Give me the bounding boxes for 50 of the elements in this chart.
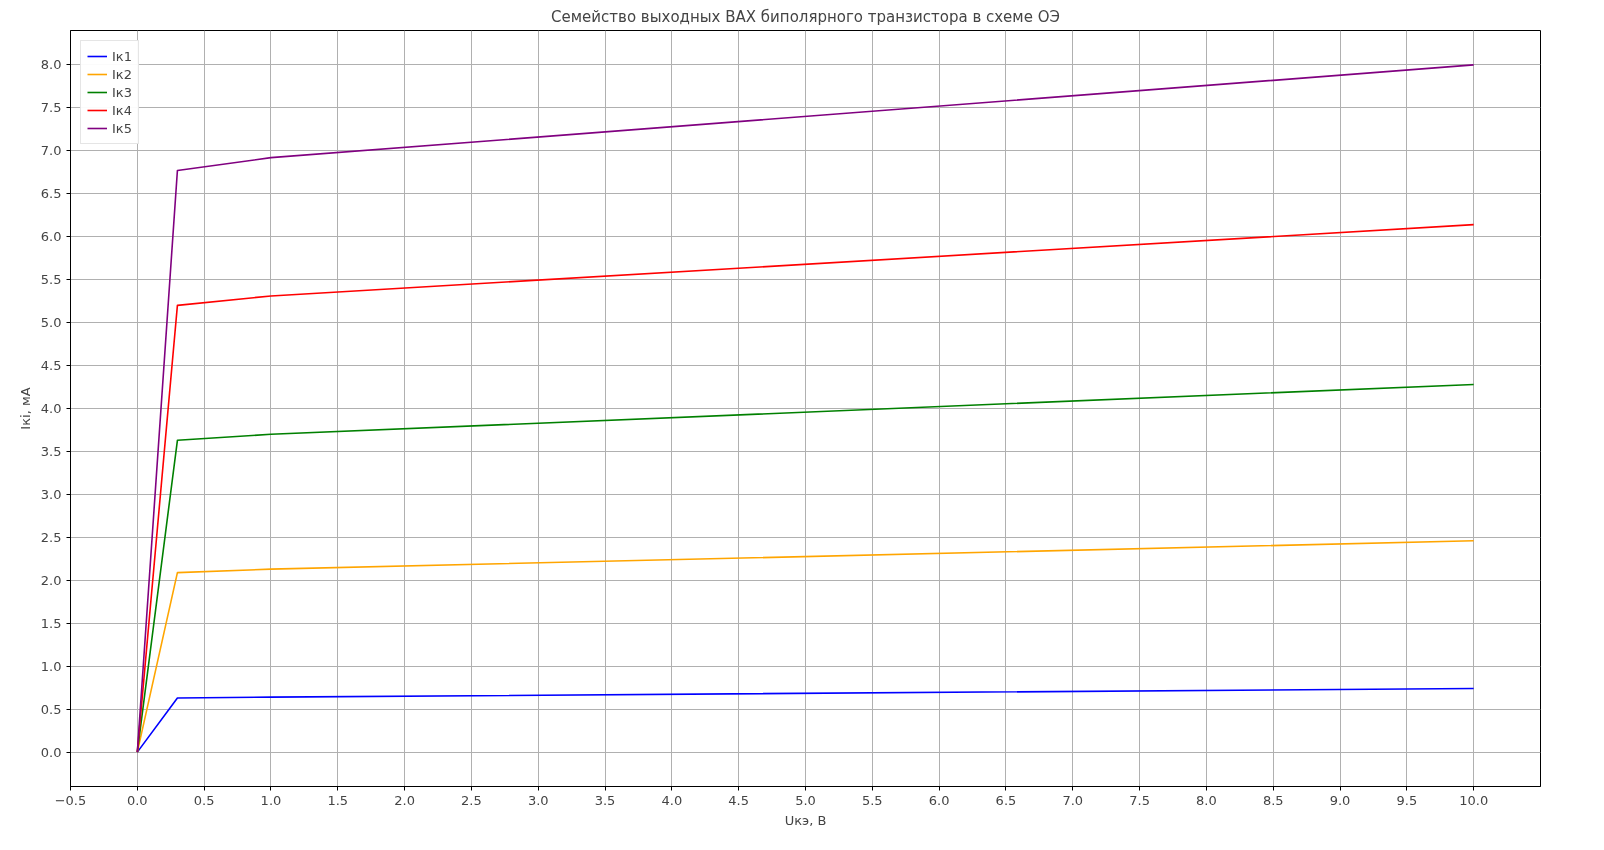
y-tick-label: 1.0 [40,658,62,674]
y-tick-label: 8.0 [40,57,62,73]
x-tick-label: 5.5 [861,792,883,808]
x-tick-label: 3.5 [594,792,616,808]
y-tick-label: 5.0 [40,315,62,331]
x-tick-label: 1.0 [260,792,282,808]
x-tick-label: 5.0 [795,792,816,808]
x-tick-label: 4.5 [728,792,750,808]
x-tick-label: 4.0 [661,792,683,808]
x-tick-label: −0.5 [54,792,87,808]
x-axis-title: Uкэ, В [784,812,827,828]
x-tick-label: 9.5 [1396,792,1418,808]
y-tick-label: 4.0 [40,401,62,416]
legend-label: Iк1 [112,47,132,65]
x-tick-label: 6.5 [995,792,1017,808]
x-tick-label: 2.0 [394,792,415,808]
x-tick-label: 0.0 [126,792,148,808]
chart-title: Семейство выходных ВАХ биполярного транзистора в схеме ОЭ [551,7,1060,26]
y-tick-label: 7.0 [40,143,62,159]
x-tick-label: 10.0 [1459,792,1489,808]
x-tick-label: 9.0 [1329,792,1351,808]
y-tick-label: 1.5 [40,615,62,631]
y-tick-label: 3.5 [40,443,62,459]
x-tick-label: 8.0 [1196,792,1217,808]
y-tick-label: 7.5 [40,100,62,116]
x-tick-label: 7.5 [1129,792,1150,808]
y-tick-label: 5.5 [40,272,62,288]
y-tick-label: 4.5 [40,358,62,374]
y-tick-label: 2.0 [40,572,62,588]
legend-label: Iк2 [112,65,132,83]
y-tick-label: 2.5 [40,529,62,545]
x-tick-label: 6.0 [928,792,950,808]
y-tick-label: 6.5 [40,186,62,202]
y-tick-label: 0.5 [40,701,62,717]
x-tick-label: 8.5 [1262,792,1284,808]
y-axis-title: Iкi, мА [17,387,33,430]
x-tick-label: 0.5 [193,792,215,808]
y-tick-label: 6.0 [40,229,62,245]
line-series [136,64,1475,753]
line-series [136,687,1475,753]
legend-label: Iк5 [112,119,132,137]
legend-label: Iк4 [112,101,132,119]
y-tick-label: 3.0 [40,486,62,502]
x-tick-label: 3.0 [527,792,549,808]
y-tick-label: 0.0 [40,744,62,760]
line-series [136,540,1475,753]
x-tick-label: 2.5 [461,792,482,808]
x-tick-label: 7.0 [1062,792,1084,808]
legend-label: Iк3 [112,83,132,101]
x-tick-label: 1.5 [327,792,349,808]
